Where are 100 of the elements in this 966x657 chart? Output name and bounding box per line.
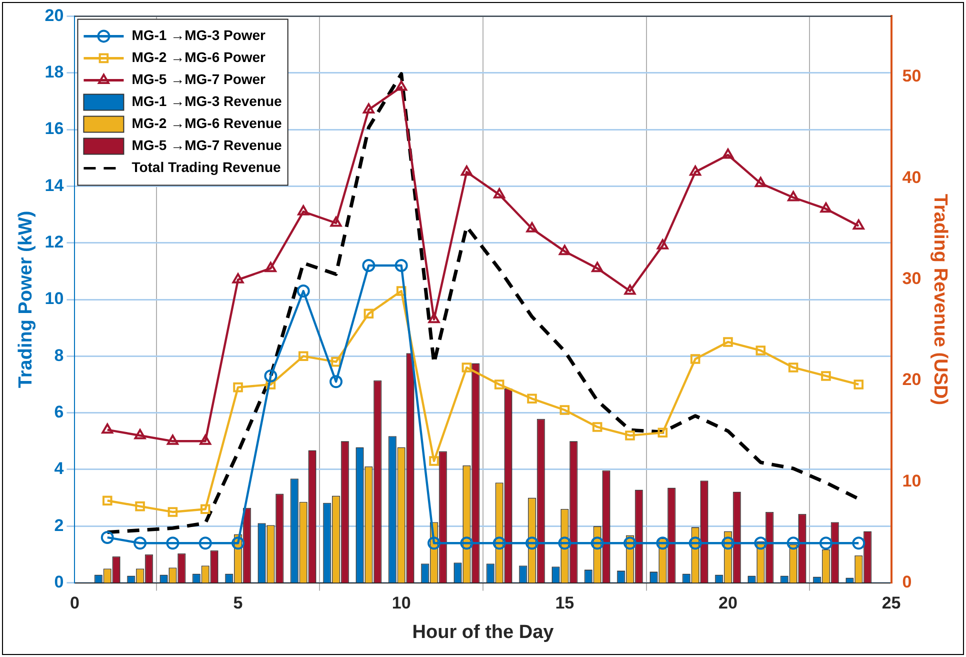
y-tick-label: 8 [54,346,64,365]
y2-tick-label: 50 [902,66,922,86]
point [264,262,276,272]
point [364,308,374,319]
legend-label: MG-1 →MG-3 Revenue [132,93,282,110]
y2-tick-label: 0 [902,572,912,592]
point [362,259,376,272]
y-tick-label: 14 [44,176,64,195]
y-tick-label: 18 [44,62,64,82]
y2-tick-label: 40 [902,168,922,187]
x-axis-title: Hour of the Day [412,622,554,643]
x-tick-label: 20 [718,594,738,613]
point [852,536,866,550]
point [852,219,864,230]
y2-axis-title: Trading Revenue (USD) [929,194,950,406]
x-tick-label: 15 [555,594,574,613]
point [688,536,702,550]
point [460,166,472,176]
y2-tick-label: 20 [902,370,922,390]
point [788,191,800,202]
point [232,536,245,550]
point [460,536,474,550]
y-tick-label: 12 [44,232,64,252]
point [786,536,800,550]
point [166,536,180,550]
point [723,337,733,347]
point [429,456,439,466]
legend-label: MG-5 →MG-7 Revenue [132,137,282,154]
point [232,273,244,284]
legend-label: MG-5 →MG-7 Power [132,71,266,88]
point [690,354,700,364]
point [298,205,310,216]
point [233,382,243,392]
point [592,422,602,432]
point [590,536,604,550]
point [721,536,734,550]
point [788,362,798,372]
point [266,380,276,390]
point [558,244,570,256]
point [656,536,670,550]
legend-label: MG-2 →MG-6 Revenue [132,115,282,132]
point [330,216,342,227]
point [296,284,310,298]
point [656,239,668,250]
point [264,369,278,382]
point [754,536,768,550]
point [298,351,308,362]
point [494,380,504,390]
y-tick-label: 2 [54,516,64,535]
point [102,496,112,506]
x-tick-label: 25 [882,594,901,613]
legend-label: Total Trading Revenue [132,159,282,176]
legend-label: MG-1 →MG-3 Power [132,27,266,44]
point [135,501,145,512]
y-axis-title: Trading Power (kW) [16,210,37,388]
legend-label: MG-2 →MG-6 Power [132,49,266,66]
y-tick-label: 20 [44,6,64,25]
point [134,428,146,440]
y2-tick-label: 10 [902,471,922,490]
point [624,284,636,295]
y-tick-label: 10 [44,289,64,308]
point [396,286,406,296]
point [623,536,636,550]
point [754,176,766,188]
y-tick-label: 4 [54,459,64,478]
point [722,148,734,159]
point [819,536,832,550]
point [200,504,210,514]
y-tick-label: 16 [44,119,64,138]
point [494,188,506,198]
y-tick-label: 0 [54,572,64,592]
point [558,536,572,550]
point [331,356,341,367]
point [100,530,114,544]
x-tick-label: 0 [70,594,80,613]
x-tick-label: 5 [233,594,243,613]
point [658,428,668,438]
point [330,375,343,388]
point [560,405,570,415]
point [102,423,114,434]
point [168,507,178,517]
point [854,380,864,390]
point [820,202,832,213]
point [525,536,538,550]
point [166,434,178,445]
point [527,394,537,404]
point [200,434,212,445]
point [690,166,702,176]
point [526,222,538,232]
point [428,536,441,550]
point [362,103,374,114]
point [592,262,604,272]
point [134,536,147,550]
point [198,536,212,550]
y2-tick-label: 30 [902,268,922,288]
point [428,312,440,324]
point [821,371,831,381]
x-tick-label: 10 [392,594,411,613]
point [625,430,635,440]
point [492,536,506,550]
